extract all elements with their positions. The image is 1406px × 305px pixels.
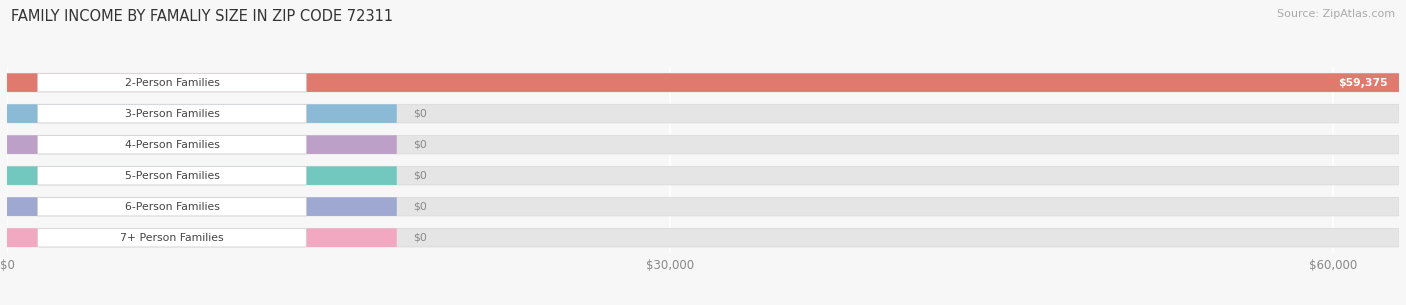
- FancyBboxPatch shape: [38, 197, 307, 216]
- FancyBboxPatch shape: [7, 197, 1399, 216]
- FancyBboxPatch shape: [38, 73, 307, 92]
- Text: 4-Person Families: 4-Person Families: [125, 140, 219, 150]
- Text: $0: $0: [413, 202, 427, 212]
- Text: Source: ZipAtlas.com: Source: ZipAtlas.com: [1277, 9, 1395, 19]
- FancyBboxPatch shape: [7, 197, 396, 216]
- Text: $0: $0: [413, 170, 427, 181]
- FancyBboxPatch shape: [7, 73, 1399, 92]
- Text: 7+ Person Families: 7+ Person Families: [120, 233, 224, 243]
- Text: 2-Person Families: 2-Person Families: [125, 77, 219, 88]
- FancyBboxPatch shape: [38, 166, 307, 185]
- FancyBboxPatch shape: [7, 135, 396, 154]
- FancyBboxPatch shape: [38, 104, 307, 123]
- FancyBboxPatch shape: [7, 104, 396, 123]
- FancyBboxPatch shape: [7, 166, 396, 185]
- Text: $59,375: $59,375: [1339, 77, 1388, 88]
- FancyBboxPatch shape: [7, 166, 1399, 185]
- FancyBboxPatch shape: [7, 104, 1399, 123]
- Text: 5-Person Families: 5-Person Families: [125, 170, 219, 181]
- FancyBboxPatch shape: [7, 135, 1399, 154]
- FancyBboxPatch shape: [38, 228, 307, 247]
- FancyBboxPatch shape: [7, 228, 396, 247]
- FancyBboxPatch shape: [38, 135, 307, 154]
- Text: FAMILY INCOME BY FAMALIY SIZE IN ZIP CODE 72311: FAMILY INCOME BY FAMALIY SIZE IN ZIP COD…: [11, 9, 394, 24]
- Text: 3-Person Families: 3-Person Families: [125, 109, 219, 119]
- FancyBboxPatch shape: [7, 67, 1399, 253]
- Text: 6-Person Families: 6-Person Families: [125, 202, 219, 212]
- FancyBboxPatch shape: [7, 228, 1399, 247]
- FancyBboxPatch shape: [7, 73, 1399, 92]
- Text: $0: $0: [413, 233, 427, 243]
- Text: $0: $0: [413, 109, 427, 119]
- Text: $0: $0: [413, 140, 427, 150]
